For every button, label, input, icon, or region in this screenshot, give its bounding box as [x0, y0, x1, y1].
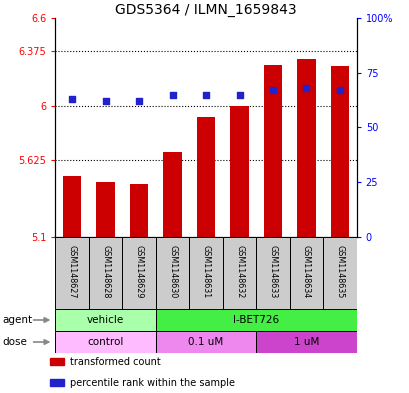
Text: vehicle: vehicle	[87, 315, 124, 325]
Bar	[230, 106, 248, 237]
Bar	[50, 379, 64, 386]
Text: GSM1148627: GSM1148627	[67, 245, 76, 298]
Bar	[163, 152, 181, 237]
Text: percentile rank within the sample: percentile rank within the sample	[70, 378, 235, 387]
Point	[236, 92, 242, 98]
Bar	[222, 237, 256, 309]
Text: GSM1148631: GSM1148631	[201, 245, 210, 298]
Bar	[50, 358, 64, 365]
Text: GSM1148628: GSM1148628	[101, 245, 110, 298]
Bar	[196, 117, 215, 237]
Title: GDS5364 / ILMN_1659843: GDS5364 / ILMN_1659843	[115, 3, 296, 17]
Bar	[155, 331, 256, 353]
Text: agent: agent	[2, 315, 32, 325]
Bar	[155, 309, 356, 331]
Text: 0.1 uM: 0.1 uM	[188, 337, 223, 347]
Bar	[189, 237, 222, 309]
Bar	[55, 331, 155, 353]
Bar	[155, 237, 189, 309]
Text: 1 uM: 1 uM	[293, 337, 318, 347]
Bar	[89, 237, 122, 309]
Text: transformed count: transformed count	[70, 357, 161, 367]
Point	[336, 87, 342, 94]
Bar	[256, 237, 289, 309]
Point	[202, 92, 209, 98]
Point	[269, 87, 276, 94]
Bar	[263, 65, 281, 237]
Bar	[130, 184, 148, 237]
Bar	[55, 309, 155, 331]
Point	[135, 98, 142, 105]
Point	[69, 96, 75, 102]
Text: GSM1148629: GSM1148629	[134, 245, 143, 298]
Bar	[256, 331, 356, 353]
Text: dose: dose	[2, 337, 27, 347]
Bar	[289, 237, 322, 309]
Bar	[330, 66, 348, 237]
Text: I-BET726: I-BET726	[233, 315, 279, 325]
Text: GSM1148635: GSM1148635	[335, 245, 344, 298]
Point	[102, 98, 109, 105]
Bar	[297, 59, 315, 237]
Text: GSM1148634: GSM1148634	[301, 245, 310, 298]
Text: GSM1148633: GSM1148633	[268, 245, 277, 298]
Point	[302, 85, 309, 91]
Point	[169, 92, 175, 98]
Bar	[63, 176, 81, 237]
Text: GSM1148632: GSM1148632	[234, 245, 243, 298]
Bar	[96, 182, 115, 237]
Bar	[122, 237, 155, 309]
Bar	[55, 237, 89, 309]
Bar	[322, 237, 356, 309]
Text: GSM1148630: GSM1148630	[168, 245, 177, 298]
Text: control: control	[87, 337, 124, 347]
